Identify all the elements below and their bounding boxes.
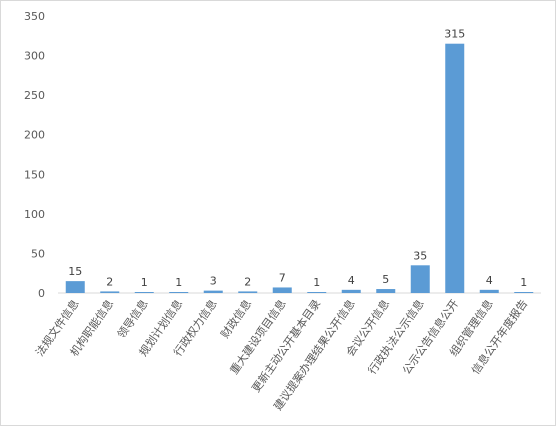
data-label: 1: [520, 276, 527, 289]
y-tick-label: 100: [24, 208, 45, 221]
data-label: 1: [175, 276, 182, 289]
data-label: 35: [413, 249, 427, 262]
data-label: 3: [210, 275, 217, 288]
data-label: 2: [244, 275, 251, 288]
data-labels: 15 2 1 1 3 2 7 1 4 5 35 315 4 1: [68, 28, 527, 289]
bar: [203, 290, 223, 293]
data-label: 2: [106, 275, 113, 288]
bar: [272, 287, 292, 293]
bar: [100, 291, 120, 293]
bar: [376, 289, 396, 293]
bar: [238, 291, 258, 293]
bar: [65, 281, 85, 293]
y-tick-label: 350: [24, 10, 45, 23]
x-tick-label: 财政信息: [218, 297, 255, 341]
data-label: 15: [68, 265, 82, 278]
y-tick-label: 150: [24, 168, 45, 181]
bar: [445, 43, 465, 294]
data-label: 4: [348, 274, 355, 287]
x-axis-tick-labels: 法规文件信息机构职能信息领导信息规划计划信息行政权力信息财政信息重大建设项目信息…: [32, 297, 530, 413]
bar: [479, 289, 499, 293]
data-label: 315: [444, 28, 465, 41]
y-tick-label: 0: [38, 287, 45, 300]
y-tick-label: 200: [24, 129, 45, 142]
data-label: 4: [486, 274, 493, 287]
data-label: 1: [313, 276, 320, 289]
data-label: 1: [141, 276, 148, 289]
bar: [341, 289, 361, 293]
data-label: 7: [279, 271, 286, 284]
data-label: 5: [382, 273, 389, 286]
x-tick-label: 领导信息: [114, 297, 151, 341]
y-tick-label: 300: [24, 50, 45, 63]
bar: [134, 292, 154, 293]
y-tick-label: 50: [31, 247, 45, 260]
bar: [169, 292, 189, 293]
bar: [410, 265, 430, 293]
bar: [307, 292, 327, 293]
bar: [514, 292, 534, 293]
bars: [65, 43, 534, 294]
y-axis: 0 50 100 150 200 250 300 350: [24, 10, 45, 300]
y-tick-label: 250: [24, 89, 45, 102]
